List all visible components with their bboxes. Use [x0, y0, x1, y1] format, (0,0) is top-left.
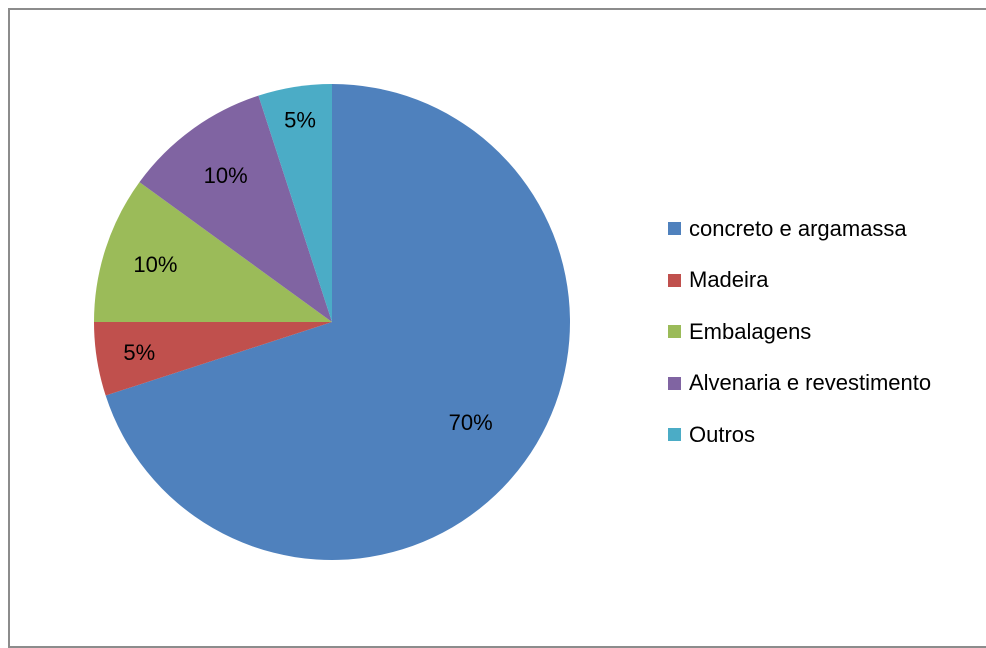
- pie-slices: [94, 84, 570, 560]
- legend-swatch: [668, 222, 681, 236]
- legend-item: Alvenaria e revestimento: [668, 358, 931, 410]
- legend-swatch: [668, 273, 681, 287]
- pie-slice-4: [258, 84, 332, 322]
- legend-swatch: [668, 376, 681, 390]
- data-label-1: 5%: [123, 340, 155, 365]
- legend-label: Alvenaria e revestimento: [689, 370, 932, 396]
- legend-label: concreto e argamassa: [689, 215, 907, 241]
- data-label-3: 10%: [204, 163, 248, 188]
- pie-slice-0: [105, 84, 570, 560]
- data-label-4: 5%: [284, 107, 316, 132]
- legend-label: Madeira: [689, 267, 769, 293]
- legend-item: Outros: [668, 409, 931, 461]
- legend-label: Embalagens: [689, 318, 812, 344]
- data-label-0: 70%: [449, 410, 493, 435]
- chart-legend: concreto e argamassa Madeira Embalagens Alv…: [668, 203, 931, 461]
- pie-chart: 70% 5% 10% 10% 5%: [94, 84, 570, 560]
- legend-item: Embalagens: [668, 306, 931, 358]
- pie-slice-1: [94, 322, 332, 396]
- data-label-2: 10%: [133, 252, 177, 277]
- legend-label: Outros: [689, 421, 756, 447]
- pie-slice-3: [139, 95, 332, 322]
- legend-swatch: [668, 428, 681, 442]
- pie-slice-2: [94, 182, 332, 322]
- legend-item: Madeira: [668, 255, 931, 307]
- legend-swatch: [668, 325, 681, 339]
- legend-item: concreto e argamassa: [668, 203, 931, 255]
- pie-data-labels: 70% 5% 10% 10% 5%: [123, 107, 492, 435]
